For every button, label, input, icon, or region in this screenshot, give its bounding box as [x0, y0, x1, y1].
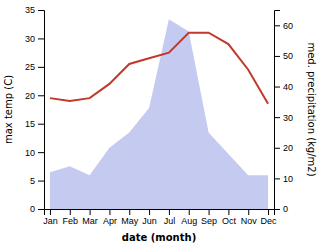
y2-axis-title: med. precipitation (kg/m2) — [306, 42, 317, 176]
series-group — [50, 19, 268, 209]
x-axis-title: date (month) — [122, 232, 196, 243]
tick: 50 — [274, 51, 293, 61]
tick-label: Oct — [222, 216, 237, 226]
tick: Aug — [181, 209, 197, 226]
tick-label: Aug — [181, 216, 197, 226]
tick-label: Feb — [63, 216, 79, 226]
tick: 0 — [30, 204, 44, 214]
plot: Jan FebMar Apr MayJun Jul Aug Sep Oct NovDec 0 5 10… — [25, 5, 293, 226]
tick: 60 — [274, 21, 293, 31]
chart: Jan FebMar Apr MayJun Jul Aug Sep Oct NovDec 0 5 10… — [0, 0, 318, 247]
tick-mark — [274, 25, 280, 26]
tick-mark — [169, 209, 170, 215]
tick-label: May — [121, 216, 139, 226]
tick-label: Nov — [241, 216, 258, 226]
tick-label: 15 — [25, 119, 35, 129]
tick: 20 — [25, 91, 44, 101]
tick-label: 10 — [25, 148, 35, 158]
tick: 20 — [274, 143, 293, 153]
tick: 15 — [25, 119, 44, 129]
tick-label: 35 — [25, 5, 35, 15]
tick-mark — [274, 178, 280, 179]
axis-line — [275, 11, 281, 210]
tick-label: 50 — [283, 51, 293, 61]
tick: Sep — [201, 209, 217, 226]
tick: Feb — [63, 209, 79, 226]
axis-line — [45, 210, 275, 216]
tick-label: 20 — [25, 91, 35, 101]
tick-mark — [189, 209, 190, 215]
tick-mark — [38, 38, 44, 39]
tick-label: 30 — [283, 113, 293, 123]
tick-label: Jun — [142, 216, 157, 226]
tick-mark — [38, 181, 44, 182]
precipitation-area — [50, 19, 268, 209]
temperature-line — [50, 33, 268, 104]
tick-label: 20 — [283, 143, 293, 153]
tick-mark — [38, 209, 44, 210]
tick: 30 — [25, 34, 44, 44]
tick-mark — [50, 209, 51, 215]
tick-mark — [228, 209, 229, 215]
tick-label: Apr — [103, 216, 117, 226]
y-axis-title: max temp (C) — [3, 75, 14, 144]
tick: 10 — [25, 148, 44, 158]
tick: 40 — [274, 82, 293, 92]
y-axis: 0 5 10 15 20 25 30 35 — [25, 5, 45, 214]
tick-mark — [38, 67, 44, 68]
tick-mark — [274, 56, 280, 57]
tick: Nov — [241, 209, 258, 226]
tick-label: 0 — [283, 204, 288, 214]
tick-mark — [90, 209, 91, 215]
tick-label: 40 — [283, 82, 293, 92]
tick-mark — [129, 209, 130, 215]
tick: Oct — [222, 209, 237, 226]
tick: 0 — [274, 204, 288, 214]
tick-mark — [268, 209, 269, 215]
tick-mark — [149, 209, 150, 215]
tick: Mar — [82, 209, 98, 226]
tick-label: 10 — [283, 174, 293, 184]
tick-label: Dec — [261, 216, 278, 226]
tick-mark — [274, 87, 280, 88]
tick-label: Jul — [164, 216, 176, 226]
tick-mark — [274, 117, 280, 118]
tick: Jan — [43, 209, 58, 226]
tick-label: 25 — [25, 62, 35, 72]
tick-label: 60 — [283, 21, 293, 31]
tick: 30 — [274, 113, 293, 123]
tick-mark — [38, 124, 44, 125]
tick-mark — [209, 209, 210, 215]
tick-label: 5 — [30, 176, 35, 186]
tick: Jun — [142, 209, 157, 226]
x-axis: Jan FebMar Apr MayJun Jul Aug Sep Oct NovDec — [43, 209, 277, 226]
axis-line — [38, 11, 45, 210]
tick-label: Sep — [201, 216, 217, 226]
chart-container: Jan FebMar Apr MayJun Jul Aug Sep Oct NovDec 0 5 10… — [0, 0, 318, 247]
tick-mark — [109, 209, 110, 215]
tick: May — [121, 209, 139, 226]
tick-mark — [274, 148, 280, 149]
tick: 10 — [274, 174, 293, 184]
tick: Jul — [164, 209, 176, 226]
tick-label: 30 — [25, 34, 35, 44]
y2-axis: 0 10 20 30 40 50 60 — [274, 11, 293, 215]
tick-label: 0 — [30, 204, 35, 214]
tick-mark — [38, 10, 44, 11]
tick-mark — [70, 209, 71, 215]
tick-label: Jan — [43, 216, 58, 226]
tick: Apr — [103, 209, 117, 226]
tick: 5 — [30, 176, 44, 186]
tick-mark — [38, 152, 44, 153]
tick: Dec — [261, 209, 278, 226]
tick-mark — [248, 209, 249, 215]
tick: 25 — [25, 62, 44, 72]
tick-mark — [274, 209, 280, 210]
tick: 35 — [25, 5, 44, 15]
tick-mark — [38, 95, 44, 96]
tick-label: Mar — [82, 216, 98, 226]
